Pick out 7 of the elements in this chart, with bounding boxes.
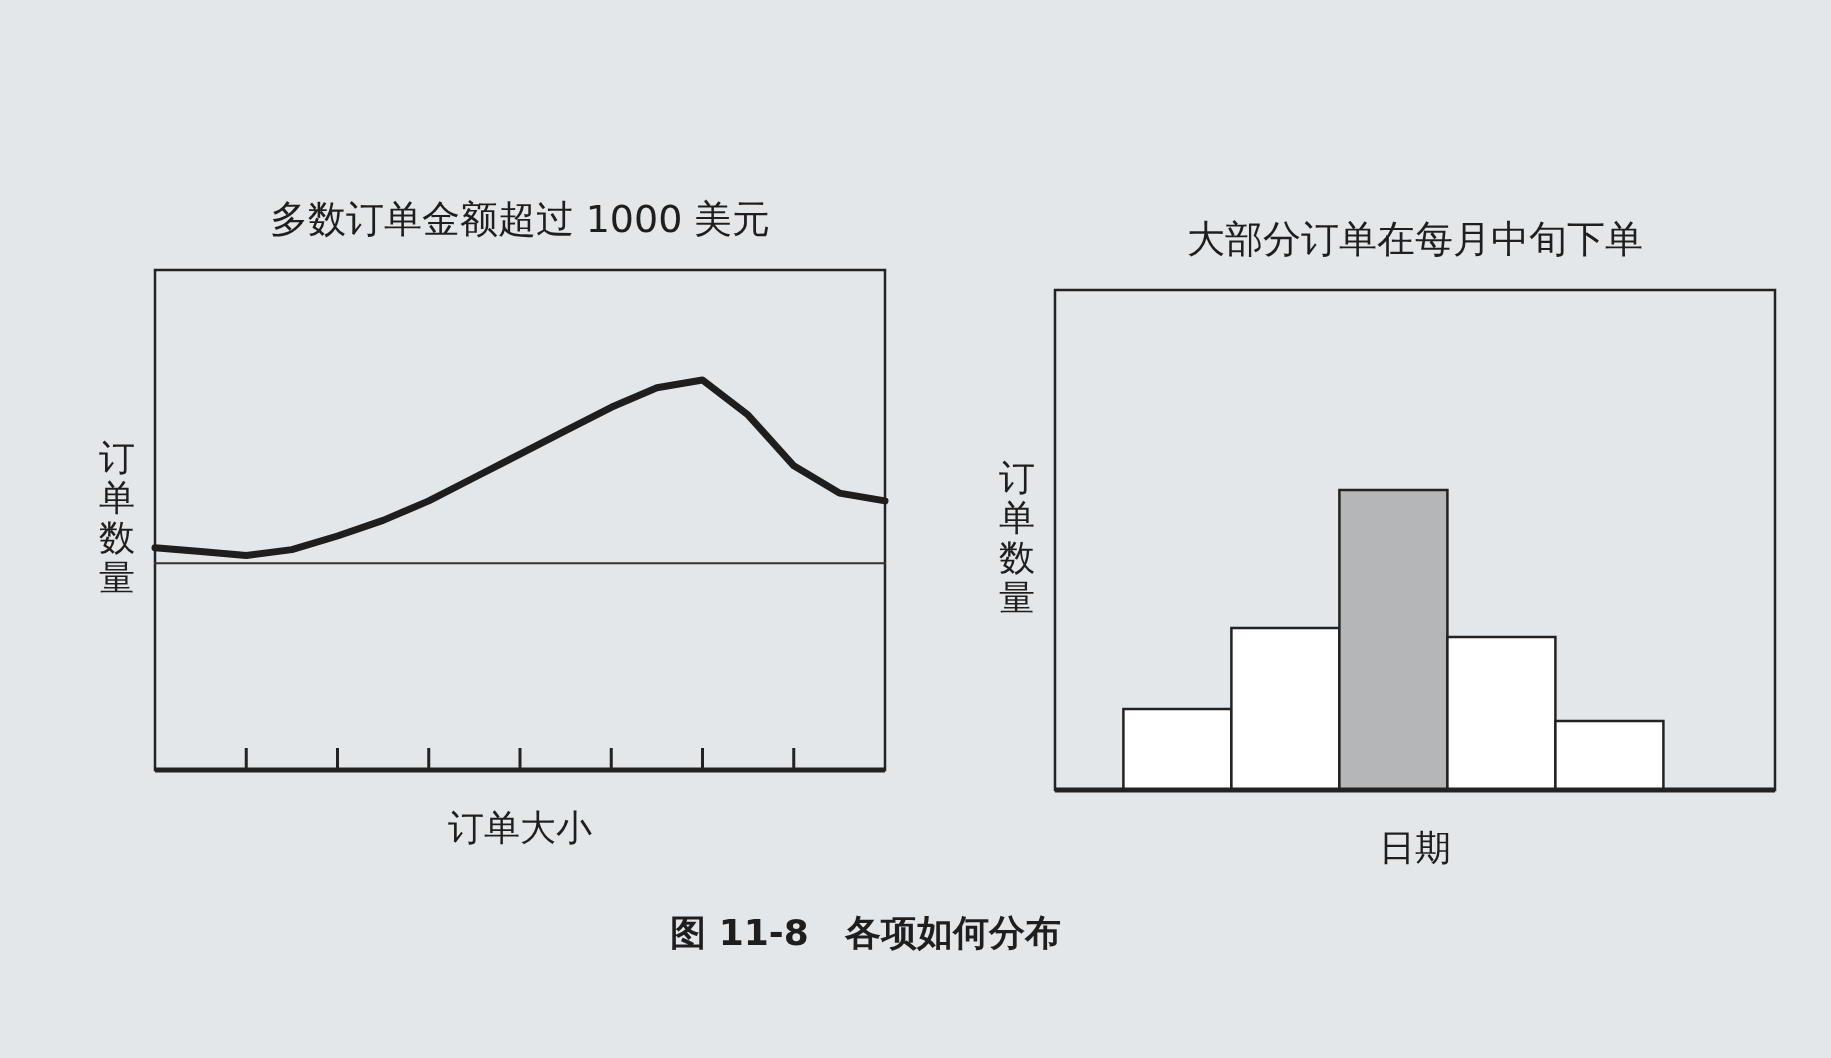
y-axis-title: 订单数量 bbox=[99, 437, 135, 598]
chart-title: 大部分订单在每月中旬下单 bbox=[1187, 217, 1643, 261]
y-axis-title: 订单数量 bbox=[999, 457, 1035, 618]
x-axis-title: 订单大小 bbox=[448, 807, 592, 848]
caption: 图 11-8 各项如何分布 bbox=[670, 912, 1061, 953]
chart-title: 多数订单金额超过 1000 美元 bbox=[269, 197, 771, 241]
x-axis-title: 日期 bbox=[1379, 827, 1451, 868]
